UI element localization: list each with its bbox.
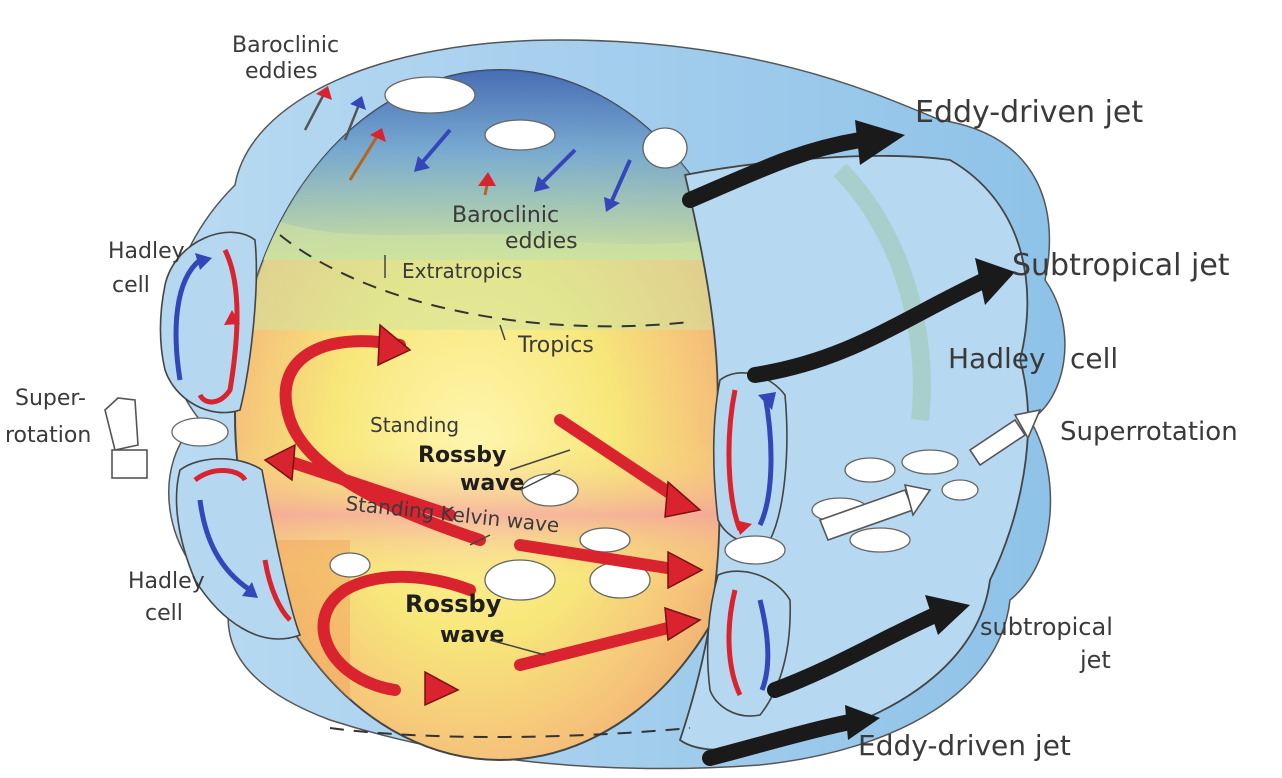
label-hadley-cell-right-2: cell [1070,342,1118,375]
label-hadley-cell-left-bottom-2: cell [145,601,183,626]
hadley-cell-right-top [712,372,788,545]
label-hadley-cell-left-bottom-1: Hadley [128,569,205,594]
label-standing-rossby-3: wave [460,471,524,496]
label-baroclinic-eddies-mid-1: Baroclinic [452,203,559,228]
label-hadley-cell-left-top-1: Hadley [108,239,185,264]
label-eddy-driven-jet-bottom: Eddy-driven jet [858,729,1071,762]
label-hadley-cell-left-top-2: cell [112,273,150,298]
red-arrowheads [263,323,704,707]
hadley-cell-left-top [159,231,258,414]
label-standing-rossby-1: Standing [370,413,459,437]
jet-arrowheads [845,120,1015,740]
rossby-wave-arrows [279,335,686,696]
label-baroclinic-eddies-top-2: eddies [245,59,318,84]
label-subtropical-jet-bottom-1: subtropical [980,613,1113,641]
label-subtropical-jet-bottom-2: jet [1079,646,1111,674]
label-subtropical-jet-top: Subtropical jet [1012,248,1230,283]
leader-lines [384,255,571,656]
clouds [171,76,979,601]
latitude-lines [279,234,691,738]
label-hadley-cell-right-1: Hadley [948,342,1046,375]
label-baroclinic-eddies-top-1: Baroclinic [232,33,339,58]
hadley-cell-left-bottom [175,457,302,640]
label-tropics: Tropics [517,333,594,358]
label-eddy-driven-jet-top: Eddy-driven jet [915,95,1143,130]
label-rossby-wave-1: Rossby [405,590,502,618]
label-superrotation-left-1: Super- [15,386,86,411]
label-superrotation-left-2: rotation [5,423,91,448]
label-extratropics: Extratropics [402,259,522,283]
label-superrotation-right: Superrotation [1060,417,1238,447]
jet-arrows [682,132,993,766]
label-standing-rossby-2: Rossby [418,443,506,468]
hadley-cell-right-bottom [706,570,792,717]
label-rossby-wave-2: wave [440,623,504,648]
label-baroclinic-eddies-mid-2: eddies [505,229,578,254]
superrotation-tubes [104,397,1042,542]
baroclinic-eddy-arrows [303,86,632,212]
